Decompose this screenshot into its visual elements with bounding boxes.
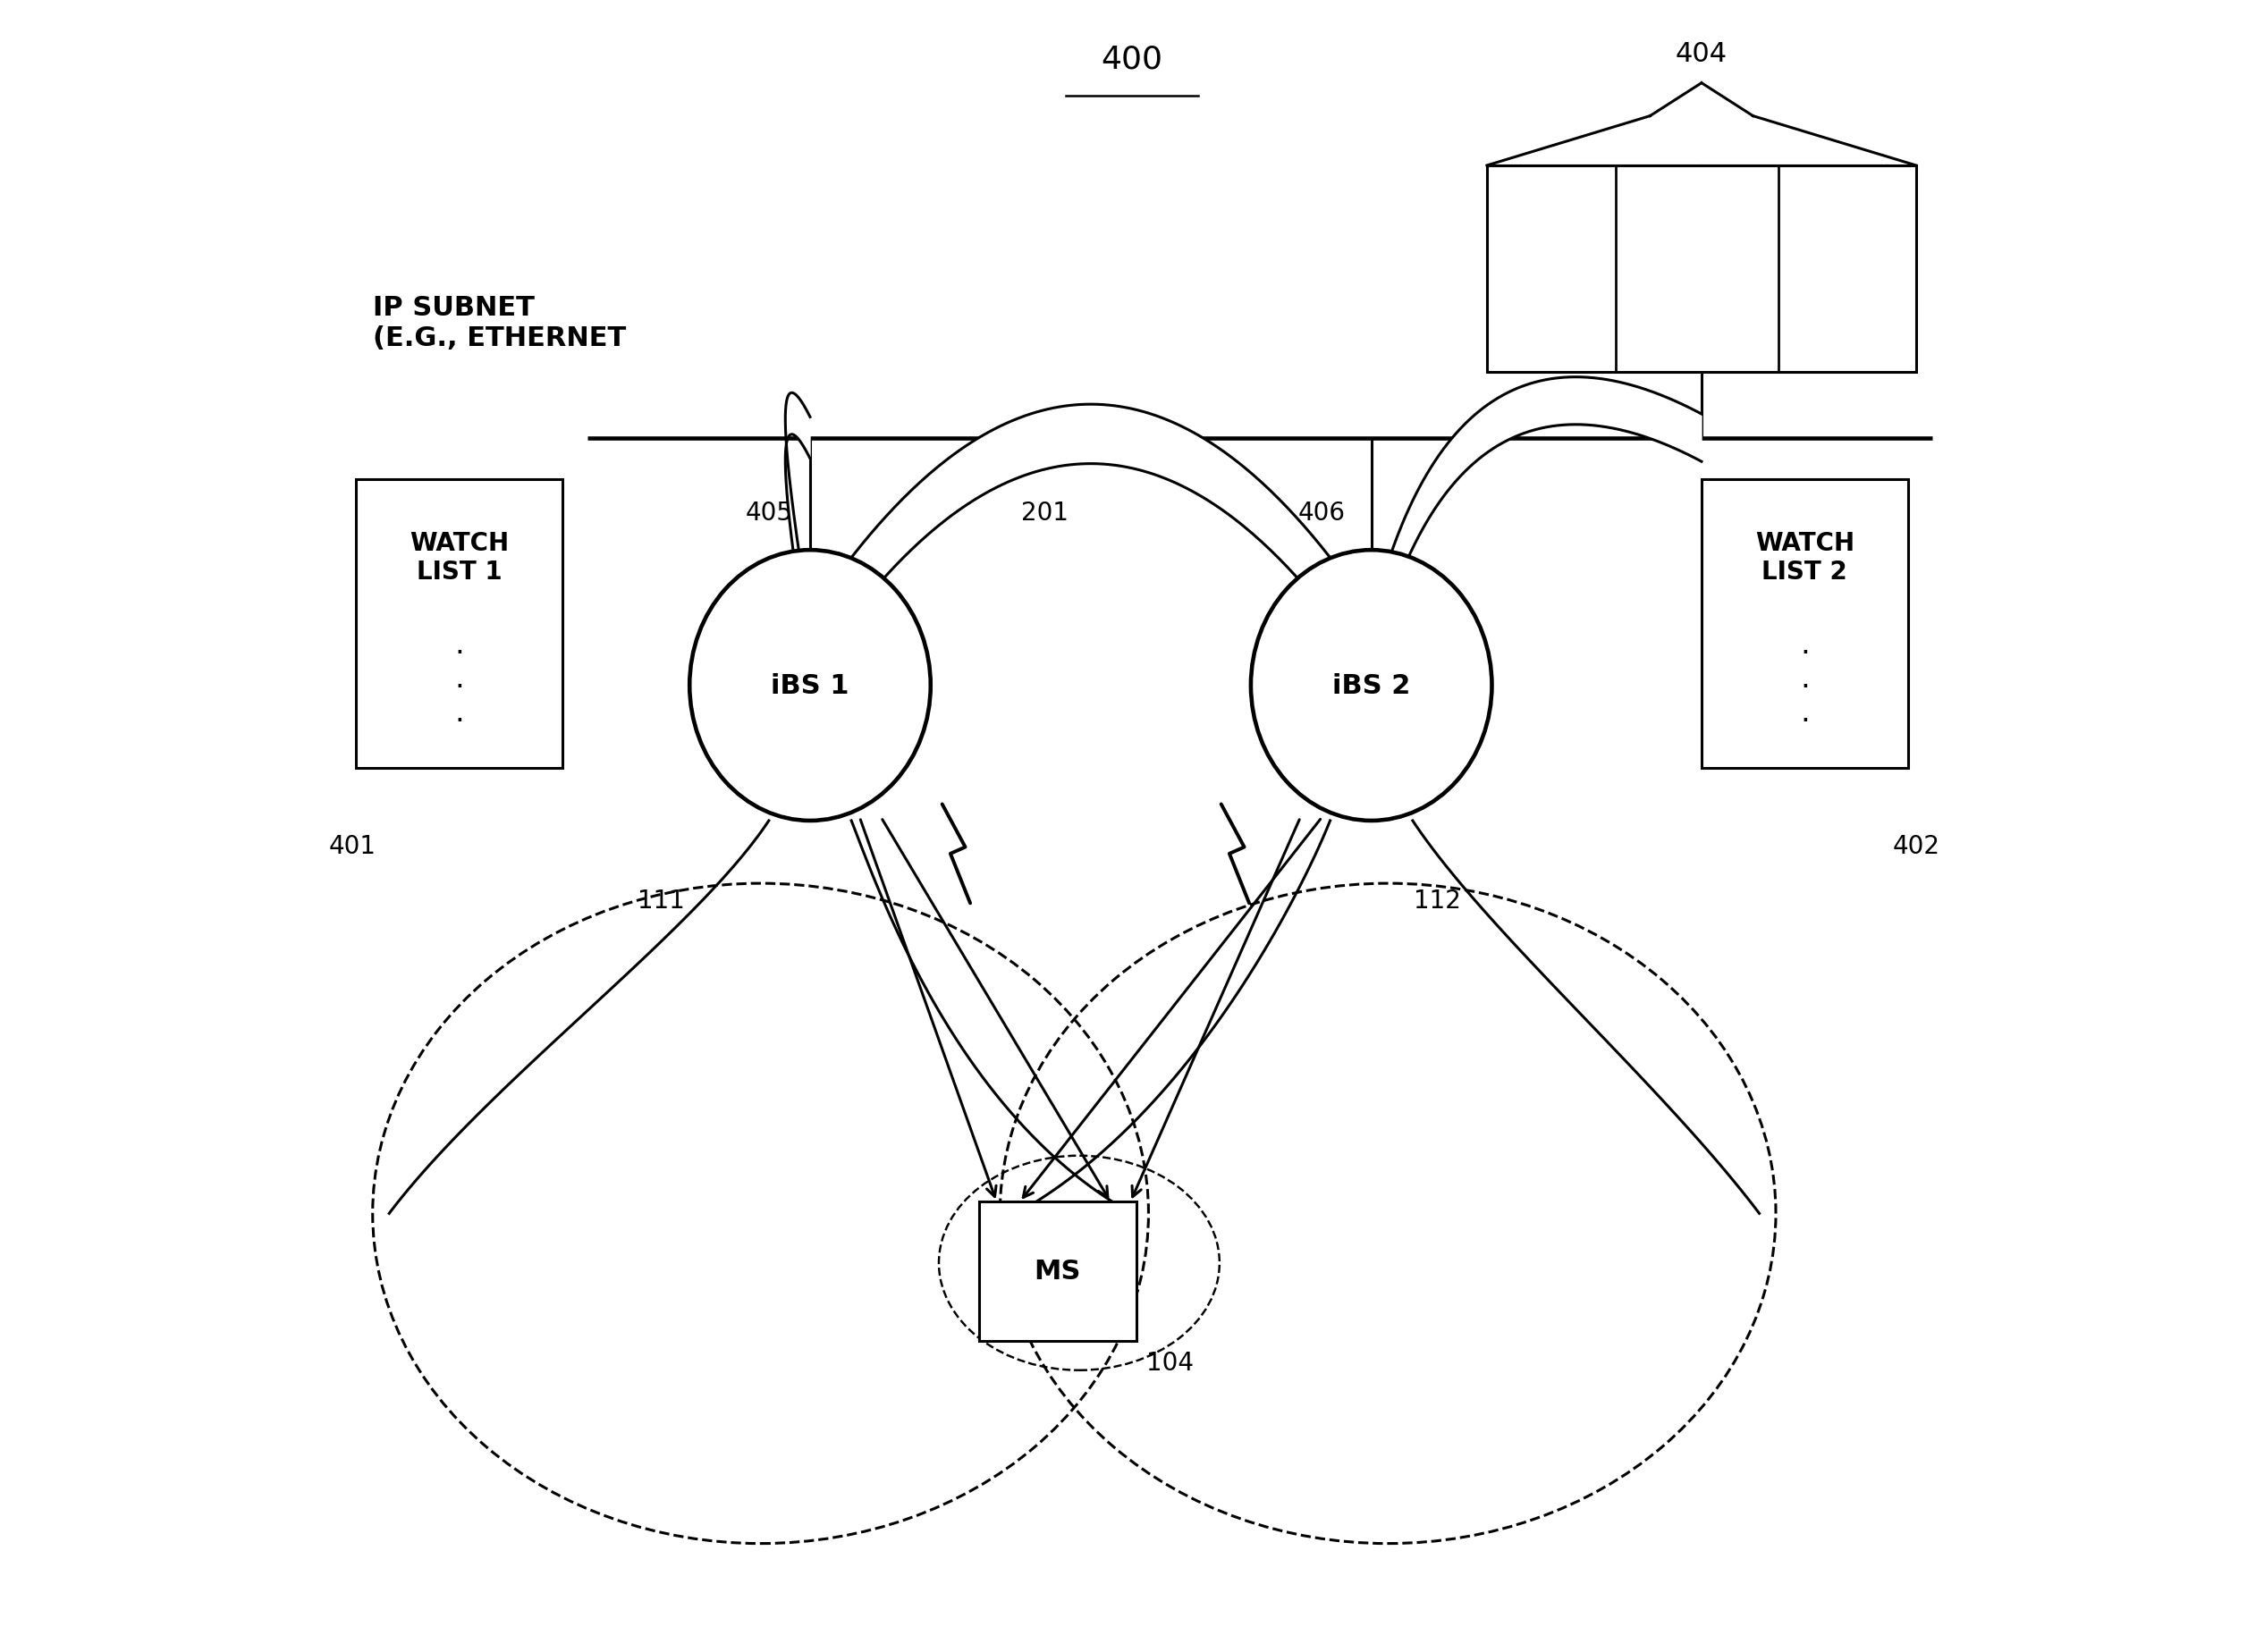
Text: ·
·
·: · · · xyxy=(1800,639,1809,737)
Bar xyxy=(355,479,561,768)
Text: MS: MS xyxy=(1035,1259,1082,1284)
Text: 111: 111 xyxy=(638,887,686,914)
Bar xyxy=(1487,167,1915,372)
Polygon shape xyxy=(1372,378,1703,669)
Text: ...: ... xyxy=(1537,256,1564,282)
Text: 402: 402 xyxy=(1893,833,1940,859)
Text: WATCH
LIST 1: WATCH LIST 1 xyxy=(410,530,509,585)
Text: ...: ... xyxy=(1834,256,1861,282)
Text: 406: 406 xyxy=(1297,501,1345,525)
Text: 104: 104 xyxy=(1146,1350,1193,1374)
Bar xyxy=(980,1201,1137,1341)
Text: 201: 201 xyxy=(1021,501,1069,525)
Text: iBS 1: iBS 1 xyxy=(772,672,849,699)
Ellipse shape xyxy=(1250,550,1492,821)
Polygon shape xyxy=(811,405,1372,676)
Text: 401: 401 xyxy=(328,833,376,859)
Text: WATCH
LIST 2: WATCH LIST 2 xyxy=(1755,530,1854,585)
Text: ·
·
·: · · · xyxy=(455,639,464,737)
Text: 405: 405 xyxy=(745,501,792,525)
Ellipse shape xyxy=(691,550,931,821)
Text: IP SUBNET
(E.G., ETHERNET: IP SUBNET (E.G., ETHERNET xyxy=(374,296,625,350)
Bar xyxy=(1703,479,1909,768)
Text: 400: 400 xyxy=(1100,45,1164,74)
Text: 404: 404 xyxy=(1675,41,1727,68)
Text: 112: 112 xyxy=(1413,887,1460,914)
Text: iBS 2: iBS 2 xyxy=(1331,672,1410,699)
Text: MAC$_{104}$: MAC$_{104}$ xyxy=(1648,256,1746,282)
Polygon shape xyxy=(786,393,811,666)
